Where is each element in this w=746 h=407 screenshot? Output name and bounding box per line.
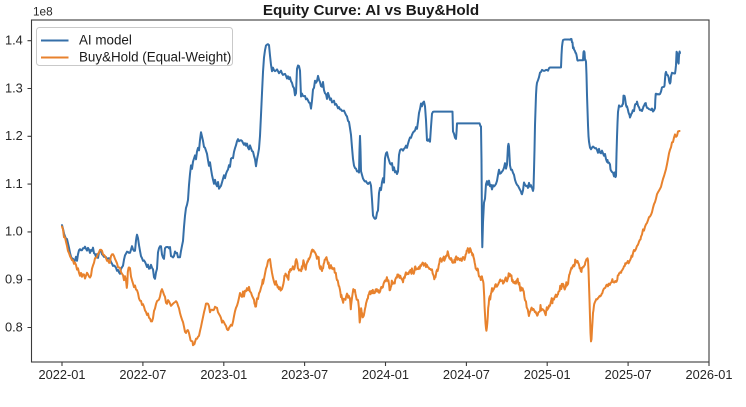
svg-text:1.0: 1.0 bbox=[5, 224, 23, 239]
svg-text:1.4: 1.4 bbox=[5, 33, 23, 48]
svg-text:2025-01: 2025-01 bbox=[524, 367, 571, 382]
svg-text:1e8: 1e8 bbox=[33, 5, 53, 19]
svg-text:2022-01: 2022-01 bbox=[39, 367, 86, 382]
svg-text:2022-07: 2022-07 bbox=[119, 367, 166, 382]
svg-text:2024-01: 2024-01 bbox=[362, 367, 409, 382]
svg-text:1.1: 1.1 bbox=[5, 176, 23, 191]
svg-text:2023-01: 2023-01 bbox=[200, 367, 247, 382]
svg-text:2026-01: 2026-01 bbox=[686, 367, 733, 382]
svg-text:2024-07: 2024-07 bbox=[443, 367, 490, 382]
svg-text:AI model: AI model bbox=[79, 33, 132, 48]
svg-text:2025-07: 2025-07 bbox=[605, 367, 652, 382]
svg-text:0.8: 0.8 bbox=[5, 319, 23, 334]
svg-text:1.2: 1.2 bbox=[5, 128, 23, 143]
svg-text:2023-07: 2023-07 bbox=[281, 367, 328, 382]
svg-text:Equity Curve: AI vs Buy&Hold: Equity Curve: AI vs Buy&Hold bbox=[263, 2, 479, 19]
svg-text:0.9: 0.9 bbox=[5, 272, 23, 287]
svg-text:Buy&Hold (Equal-Weight): Buy&Hold (Equal-Weight) bbox=[79, 50, 231, 65]
svg-text:1.3: 1.3 bbox=[5, 80, 23, 95]
